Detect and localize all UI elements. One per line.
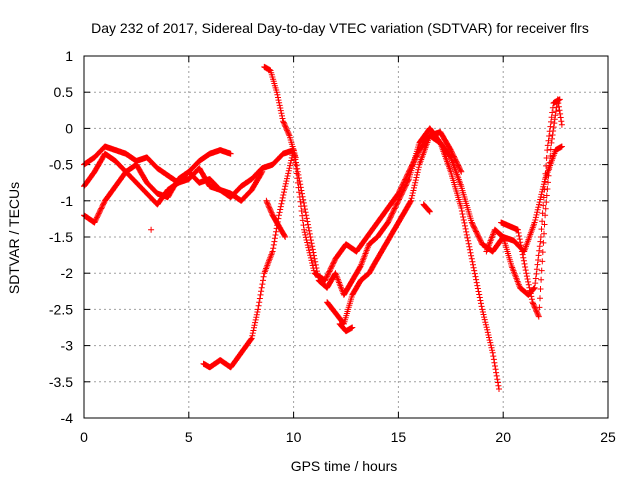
series-markers <box>498 96 565 320</box>
series-markers <box>81 165 266 226</box>
axis-ticks: 0 5 10 15 20 25 -4 -3.5 -3 -2.5 -2 -1.5 -1 -0.5 0 0.5 1 <box>49 48 616 445</box>
series-track-h <box>498 96 565 320</box>
series-track-b <box>81 165 266 226</box>
x-tick-label: 15 <box>391 429 407 445</box>
y-tick-label: -4 <box>61 410 74 426</box>
y-tick-label: 0 <box>65 120 73 136</box>
series-track-e <box>261 63 299 161</box>
y-tick-label: -1 <box>61 193 74 209</box>
y-tick-label: -2 <box>61 265 74 281</box>
x-tick-label: 5 <box>185 429 193 445</box>
x-axis-label: GPS time / hours <box>291 458 398 474</box>
y-tick-label: 0.5 <box>54 84 74 100</box>
series-markers <box>261 63 299 161</box>
series-markers <box>483 96 563 298</box>
x-tick-label: 10 <box>286 429 302 445</box>
x-tick-label: 20 <box>495 429 511 445</box>
y-tick-label: -2.5 <box>49 301 73 317</box>
data-points <box>81 63 565 392</box>
series-track-a <box>81 132 565 284</box>
series-track-f <box>324 129 465 327</box>
series-markers <box>81 132 565 284</box>
y-tick-label: -3 <box>61 338 74 354</box>
plot-frame <box>83 55 609 419</box>
series-markers <box>324 129 465 327</box>
series-markers <box>148 197 433 335</box>
x-tick-label: 25 <box>600 429 616 445</box>
series-track-g <box>483 96 563 298</box>
x-tick-label: 0 <box>80 429 88 445</box>
y-tick-label: -0.5 <box>49 157 73 173</box>
y-tick-label: -1.5 <box>49 229 73 245</box>
chart-title: Day 232 of 2017, Sidereal Day-to-day VTE… <box>91 20 589 36</box>
y-axis-label: SDTVAR / TECUs <box>6 182 22 294</box>
y-tick-label: -3.5 <box>49 374 73 390</box>
y-tick-label: 1 <box>65 48 73 64</box>
series-track-i <box>148 197 433 335</box>
